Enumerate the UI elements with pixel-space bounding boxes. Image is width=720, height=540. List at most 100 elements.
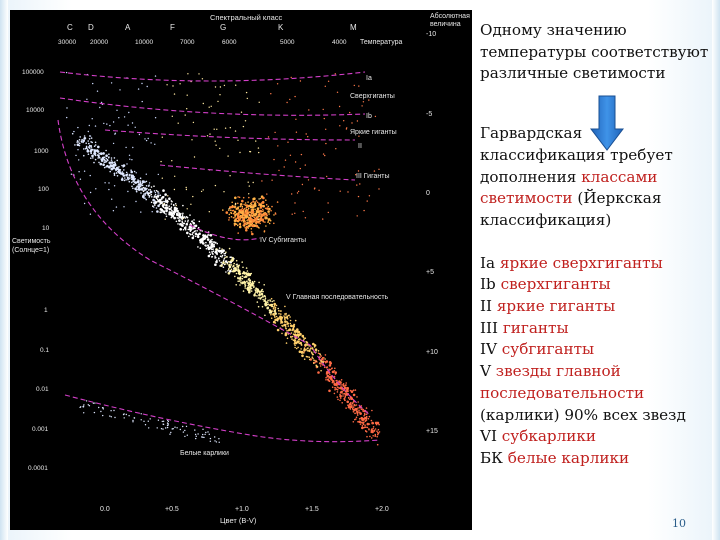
star-point bbox=[103, 156, 106, 159]
star-point bbox=[232, 264, 235, 267]
star-point bbox=[87, 153, 90, 155]
star-point bbox=[272, 313, 275, 316]
star-point bbox=[351, 404, 353, 406]
star-point bbox=[343, 120, 345, 122]
star-point bbox=[326, 367, 328, 369]
curve-ii bbox=[104, 129, 356, 141]
star-point bbox=[260, 212, 262, 215]
star-point bbox=[333, 382, 336, 384]
star-point bbox=[97, 145, 100, 149]
star-point bbox=[248, 224, 251, 228]
star-point bbox=[240, 209, 243, 212]
star-point bbox=[110, 159, 113, 161]
star-point bbox=[144, 424, 147, 426]
star-point bbox=[273, 214, 275, 216]
star-point bbox=[271, 305, 274, 308]
star-point bbox=[167, 420, 170, 423]
star-point bbox=[237, 280, 239, 283]
star-point bbox=[315, 359, 317, 362]
star-point bbox=[153, 185, 155, 187]
star-point bbox=[240, 220, 243, 222]
star-point bbox=[297, 346, 299, 349]
star-point bbox=[190, 227, 193, 229]
class-code: БК bbox=[480, 448, 508, 467]
star-point bbox=[248, 285, 252, 289]
star-point bbox=[201, 436, 203, 438]
star-point bbox=[339, 397, 342, 399]
star-point bbox=[250, 205, 252, 207]
star-point bbox=[160, 160, 162, 163]
star-point bbox=[184, 220, 187, 222]
curve-ia bbox=[59, 71, 366, 82]
color-axis-title: Цвет (B-V) bbox=[220, 516, 257, 525]
star-point bbox=[264, 207, 267, 210]
star-point bbox=[269, 304, 271, 306]
star-point bbox=[251, 212, 253, 214]
star-point bbox=[304, 164, 306, 166]
star-point bbox=[216, 128, 218, 130]
star-point bbox=[141, 182, 143, 185]
star-point bbox=[251, 221, 253, 224]
star-point bbox=[99, 152, 103, 155]
star-point bbox=[192, 235, 195, 237]
star-point bbox=[300, 344, 303, 346]
temp-tick-3: 10000 bbox=[135, 39, 153, 46]
star-point bbox=[88, 144, 91, 147]
star-point bbox=[308, 109, 310, 111]
hertzsprung-russell-diagram: Спектральный класс Абсолютная величина C… bbox=[10, 10, 472, 530]
star-point bbox=[235, 284, 237, 286]
star-point bbox=[284, 332, 288, 335]
star-point bbox=[233, 224, 236, 227]
star-point bbox=[162, 206, 165, 209]
star-point bbox=[92, 82, 94, 85]
star-point bbox=[266, 214, 268, 217]
star-point bbox=[331, 367, 333, 370]
star-point bbox=[167, 419, 169, 422]
star-point bbox=[176, 427, 178, 429]
star-point bbox=[162, 428, 164, 430]
star-point bbox=[199, 242, 202, 244]
class-code: II bbox=[480, 297, 497, 316]
class-name: сверхгиганты bbox=[500, 275, 611, 294]
star-point bbox=[133, 417, 135, 419]
star-point bbox=[326, 374, 330, 378]
star-point bbox=[356, 410, 359, 414]
star-point bbox=[373, 429, 376, 432]
star-point bbox=[141, 184, 144, 187]
star-point bbox=[319, 365, 322, 367]
list-item: VI субкарлики bbox=[480, 426, 710, 448]
star-point bbox=[227, 268, 230, 271]
star-point bbox=[210, 241, 212, 243]
star-point bbox=[98, 154, 100, 157]
star-point bbox=[278, 312, 280, 315]
star-point bbox=[103, 158, 106, 161]
star-point bbox=[155, 196, 157, 198]
star-point bbox=[138, 133, 141, 136]
star-point bbox=[247, 227, 249, 229]
star-point bbox=[104, 182, 106, 184]
star-point bbox=[274, 316, 276, 318]
temperature-label: Температура bbox=[360, 39, 403, 46]
star-point bbox=[219, 265, 221, 267]
star-point bbox=[264, 216, 266, 218]
star-point bbox=[238, 225, 242, 229]
star-point bbox=[82, 406, 84, 408]
star-point bbox=[107, 159, 109, 162]
star-point bbox=[354, 418, 356, 421]
star-point bbox=[229, 269, 232, 273]
star-point bbox=[344, 386, 346, 389]
star-point bbox=[246, 221, 249, 224]
star-point bbox=[254, 219, 257, 221]
star-point bbox=[90, 157, 92, 159]
star-point bbox=[259, 218, 263, 222]
star-point bbox=[73, 130, 75, 133]
star-point bbox=[90, 152, 92, 154]
star-point bbox=[234, 202, 237, 205]
star-point bbox=[247, 207, 250, 210]
star-point bbox=[355, 408, 358, 410]
star-point bbox=[366, 200, 368, 202]
star-point bbox=[305, 341, 308, 344]
star-point bbox=[358, 418, 361, 420]
star-point bbox=[108, 188, 110, 191]
star-point bbox=[253, 293, 256, 297]
